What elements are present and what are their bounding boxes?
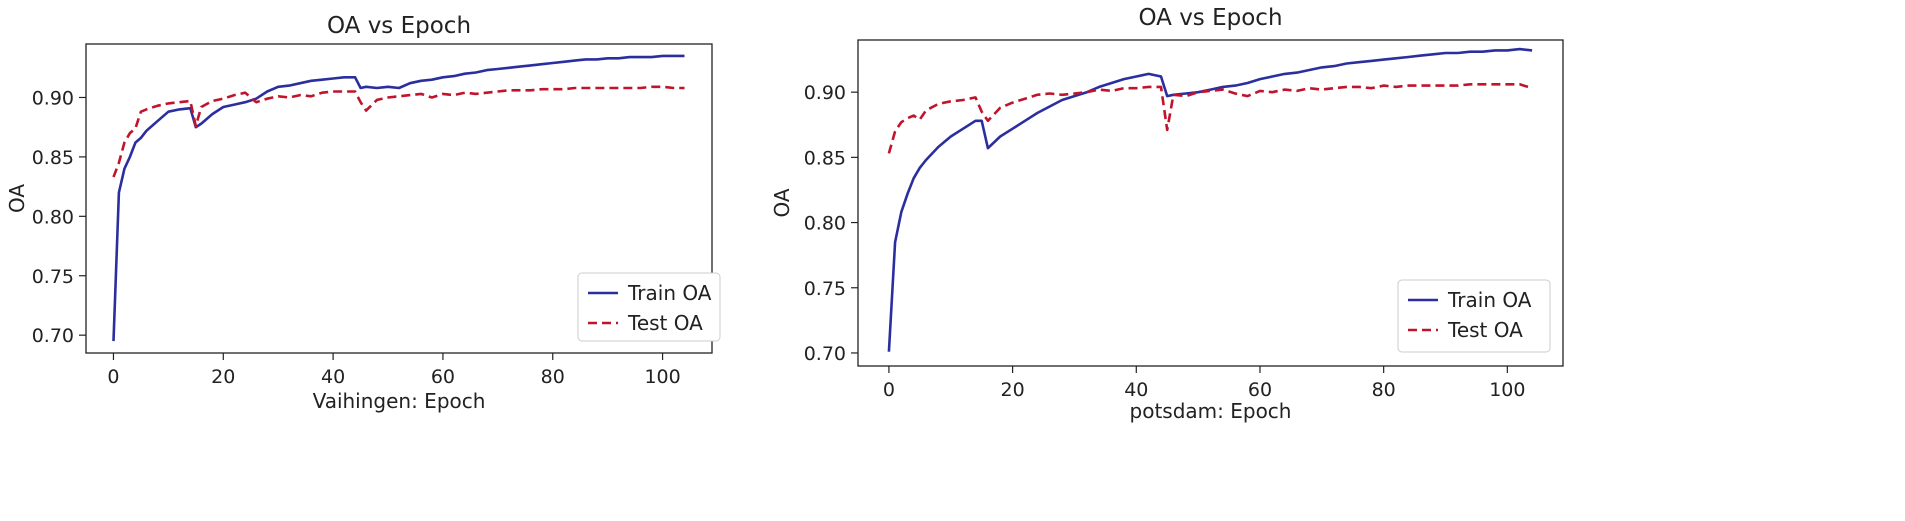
y-axis-label: OA <box>770 188 794 217</box>
x-tick-label: 100 <box>1489 379 1525 401</box>
chart-title: OA vs Epoch <box>327 13 471 39</box>
x-tick-label: 80 <box>1372 379 1396 401</box>
legend-label: Test OA <box>627 311 703 335</box>
x-axis-label: Vaihingen: Epoch <box>313 389 486 413</box>
x-axis-label: potsdam: Epoch <box>1130 399 1292 423</box>
x-tick-label: 100 <box>644 366 680 388</box>
x-tick-label: 20 <box>1001 379 1025 401</box>
x-tick-label: 0 <box>883 379 895 401</box>
series-line-test-oa <box>887 83 1533 154</box>
y-tick-label: 0.75 <box>804 278 846 300</box>
series-line-train-oa <box>112 54 685 342</box>
legend-label: Test OA <box>1447 318 1523 342</box>
chart-vaihingen: OA vs Epoch 0.70 0.75 0.80 0.85 0.90 0 20 40 60 80… <box>5 13 721 413</box>
legend-label: Train OA <box>627 281 712 305</box>
chart-panel-potsdam: OA vs Epoch 0.70 0.75 0.80 0.85 0.90 0 20 40 60 80… <box>760 0 1905 521</box>
x-tick-label: 60 <box>1248 379 1272 401</box>
chart-potsdam: OA vs Epoch 0.70 0.75 0.80 0.85 0.90 0 20 40 60 80… <box>770 5 1564 423</box>
y-tick-label: 0.85 <box>32 147 74 169</box>
chart-title: OA vs Epoch <box>1138 5 1282 31</box>
y-tick-label: 0.80 <box>804 213 846 235</box>
y-tick-label: 0.90 <box>804 82 846 104</box>
x-tick-label: 80 <box>541 366 565 388</box>
y-axis-label: OA <box>5 184 29 213</box>
legend-box <box>1397 279 1551 353</box>
y-tick-label: 0.85 <box>804 147 846 169</box>
legend-label: Train OA <box>1447 288 1532 312</box>
legend: Train OA Test OA <box>1397 279 1551 353</box>
x-tick-label: 40 <box>321 366 345 388</box>
y-tick-label: 0.80 <box>32 206 74 228</box>
legend-box <box>577 272 721 342</box>
y-tick-label: 0.70 <box>804 343 846 365</box>
y-tick-label: 0.70 <box>32 325 74 347</box>
series-line-test-oa <box>112 85 685 178</box>
y-tick-label: 0.75 <box>32 266 74 288</box>
x-tick-label: 40 <box>1124 379 1148 401</box>
x-tick-label: 20 <box>211 366 235 388</box>
legend: Train OA Test OA <box>577 272 721 342</box>
x-tick-label: 60 <box>431 366 455 388</box>
chart-panel-vaihingen: OA vs Epoch 0.70 0.75 0.80 0.85 0.90 0 20 40 60 80… <box>0 0 900 521</box>
y-tick-label: 0.90 <box>32 87 74 109</box>
x-tick-label: 0 <box>107 366 119 388</box>
